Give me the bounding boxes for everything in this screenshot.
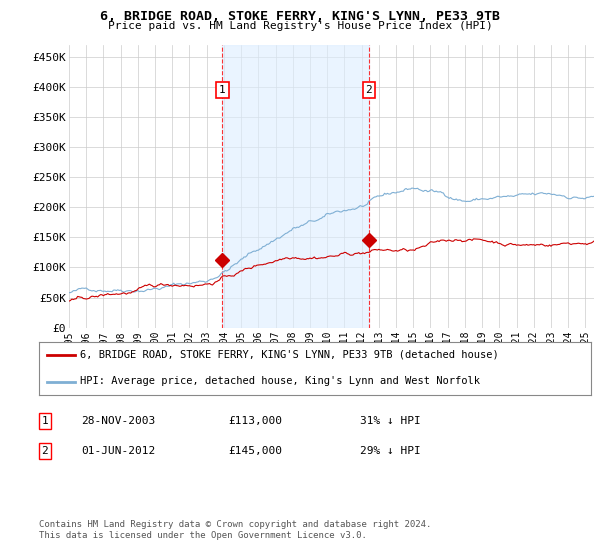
Text: 1: 1 (41, 416, 49, 426)
Text: This data is licensed under the Open Government Licence v3.0.: This data is licensed under the Open Gov… (39, 531, 367, 540)
Text: 28-NOV-2003: 28-NOV-2003 (81, 416, 155, 426)
Text: 01-JUN-2012: 01-JUN-2012 (81, 446, 155, 456)
Text: £145,000: £145,000 (228, 446, 282, 456)
Text: 31% ↓ HPI: 31% ↓ HPI (360, 416, 421, 426)
Text: Price paid vs. HM Land Registry's House Price Index (HPI): Price paid vs. HM Land Registry's House … (107, 21, 493, 31)
Text: HPI: Average price, detached house, King's Lynn and West Norfolk: HPI: Average price, detached house, King… (80, 376, 481, 386)
Text: 2: 2 (365, 85, 372, 95)
Text: 6, BRIDGE ROAD, STOKE FERRY, KING'S LYNN, PE33 9TB: 6, BRIDGE ROAD, STOKE FERRY, KING'S LYNN… (100, 10, 500, 23)
Text: Contains HM Land Registry data © Crown copyright and database right 2024.: Contains HM Land Registry data © Crown c… (39, 520, 431, 529)
Text: 1: 1 (219, 85, 226, 95)
Text: 29% ↓ HPI: 29% ↓ HPI (360, 446, 421, 456)
Bar (223, 45, 369, 328)
Text: £113,000: £113,000 (228, 416, 282, 426)
Text: 2: 2 (41, 446, 49, 456)
Text: 6, BRIDGE ROAD, STOKE FERRY, KING'S LYNN, PE33 9TB (detached house): 6, BRIDGE ROAD, STOKE FERRY, KING'S LYNN… (80, 350, 499, 360)
